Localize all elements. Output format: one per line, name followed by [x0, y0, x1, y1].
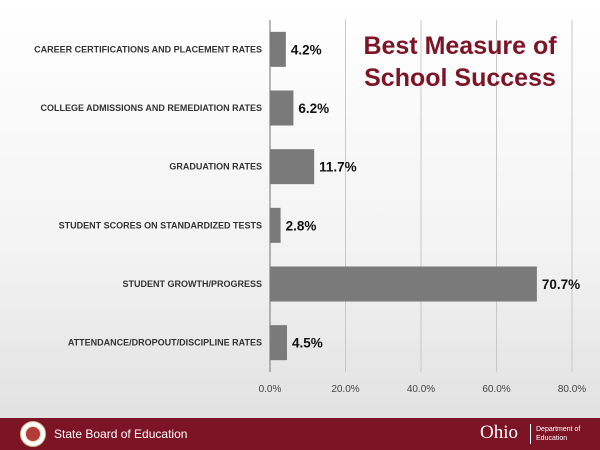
value-labels: 4.2% 6.2% 11.7% 2.8% 70.7% 4.5% — [286, 42, 581, 350]
bar — [270, 207, 281, 243]
data-label: 2.8% — [286, 218, 317, 233]
category-label: ATTENDANCE/DROPOUT/DISCIPLINE RATES — [68, 338, 262, 348]
data-label: 11.7% — [319, 160, 357, 175]
category-label: COLLEGE ADMISSIONS AND REMEDIATION RATES — [40, 103, 262, 113]
bars — [270, 31, 537, 361]
gridlines — [269, 20, 573, 372]
x-tick-label: 0.0% — [259, 384, 282, 395]
category-label: CAREER CERTIFICATIONS AND PLACEMENT RATE… — [34, 44, 262, 54]
data-label: 70.7% — [542, 277, 580, 292]
x-tick-label: 80.0% — [558, 384, 586, 395]
bar — [270, 149, 315, 185]
data-label: 4.2% — [291, 42, 322, 57]
bar — [270, 266, 537, 302]
data-label: 6.2% — [298, 101, 329, 116]
bar-chart: CAREER CERTIFICATIONS AND PLACEMENT RATE… — [34, 20, 587, 395]
bar — [270, 90, 294, 126]
data-label: 4.5% — [292, 336, 323, 351]
category-label: GRADUATION RATES — [169, 162, 262, 172]
state-seal-icon — [20, 421, 46, 447]
department-logo-text: Department of Education — [536, 426, 581, 442]
slide-title: Best Measure of School Success — [363, 32, 557, 92]
x-axis-tick-labels: 0.0% 20.0% 40.0% 60.0% 80.0% — [259, 384, 587, 395]
category-labels: CAREER CERTIFICATIONS AND PLACEMENT RATE… — [34, 44, 262, 347]
ohio-logo: Ohio — [480, 422, 518, 443]
x-tick-label: 60.0% — [482, 384, 510, 395]
x-tick-label: 40.0% — [407, 384, 435, 395]
bar — [270, 325, 287, 361]
footer-bar: State Board of Education Ohio Department… — [0, 418, 600, 450]
category-label: STUDENT GROWTH/PROGRESS — [122, 279, 262, 289]
x-tick-label: 20.0% — [331, 384, 359, 395]
logo-divider — [530, 424, 531, 444]
organization-name: State Board of Education — [54, 427, 188, 441]
bar — [270, 31, 286, 67]
category-label: STUDENT SCORES ON STANDARDIZED TESTS — [59, 220, 262, 230]
